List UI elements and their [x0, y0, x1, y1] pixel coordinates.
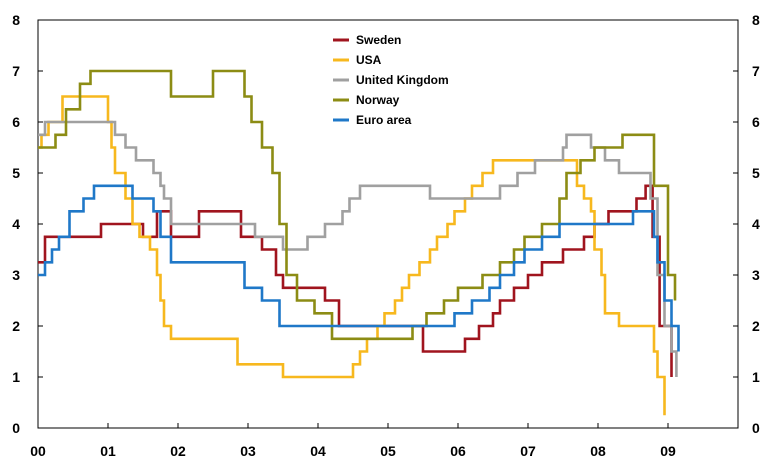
x-tick-label: 04	[310, 443, 326, 459]
x-tick-label: 08	[590, 443, 606, 459]
legend-label-usa: USA	[356, 53, 382, 67]
y-axis-right: 0 1 2 3 4 5 6 7 8	[733, 12, 760, 436]
legend-label-united-kingdom: United Kingdom	[356, 73, 449, 87]
legend: Sweden USA United Kingdom Norway Euro area	[333, 33, 449, 127]
legend-label-norway: Norway	[356, 93, 400, 107]
y-tick-label-left: 5	[12, 165, 20, 181]
x-tick-label: 00	[30, 443, 46, 459]
y-tick-label-right: 7	[752, 63, 760, 79]
x-tick-label: 05	[380, 443, 396, 459]
y-tick-label-left: 0	[12, 420, 20, 436]
legend-label-sweden: Sweden	[356, 33, 401, 47]
x-tick-label: 03	[240, 443, 256, 459]
series-line-usa	[38, 95, 666, 416]
y-tick-label-right: 5	[752, 165, 760, 181]
y-tick-label-right: 1	[752, 369, 760, 385]
y-tick-label-right: 4	[752, 216, 760, 232]
x-tick-label: 01	[100, 443, 116, 459]
y-tick-label-right: 2	[752, 318, 760, 334]
y-tick-label-right: 3	[752, 267, 760, 283]
x-axis: 00 01 02 03 04 05 06 07 08 09	[30, 423, 676, 459]
y-tick-label-left: 6	[12, 114, 20, 130]
y-tick-label-right: 8	[752, 12, 760, 28]
y-tick-label-left: 8	[12, 12, 20, 28]
y-tick-label-left: 7	[12, 63, 20, 79]
y-axis-left: 0 1 2 3 4 5 6 7 8	[12, 12, 43, 436]
y-tick-label-left: 4	[12, 216, 20, 232]
series-lines	[38, 69, 680, 416]
y-tick-label-left: 3	[12, 267, 20, 283]
y-tick-label-right: 0	[752, 420, 760, 436]
y-tick-label-left: 1	[12, 369, 20, 385]
series-line-sweden	[38, 184, 673, 377]
x-tick-label: 07	[520, 443, 536, 459]
x-tick-label: 06	[450, 443, 466, 459]
series-line-united-kingdom	[38, 120, 678, 377]
x-tick-label: 09	[660, 443, 676, 459]
y-tick-label-right: 6	[752, 114, 760, 130]
x-tick-label: 02	[170, 443, 186, 459]
legend-label-euro-area: Euro area	[356, 113, 412, 127]
series-line-euro-area	[38, 184, 680, 352]
y-tick-label-left: 2	[12, 318, 20, 334]
